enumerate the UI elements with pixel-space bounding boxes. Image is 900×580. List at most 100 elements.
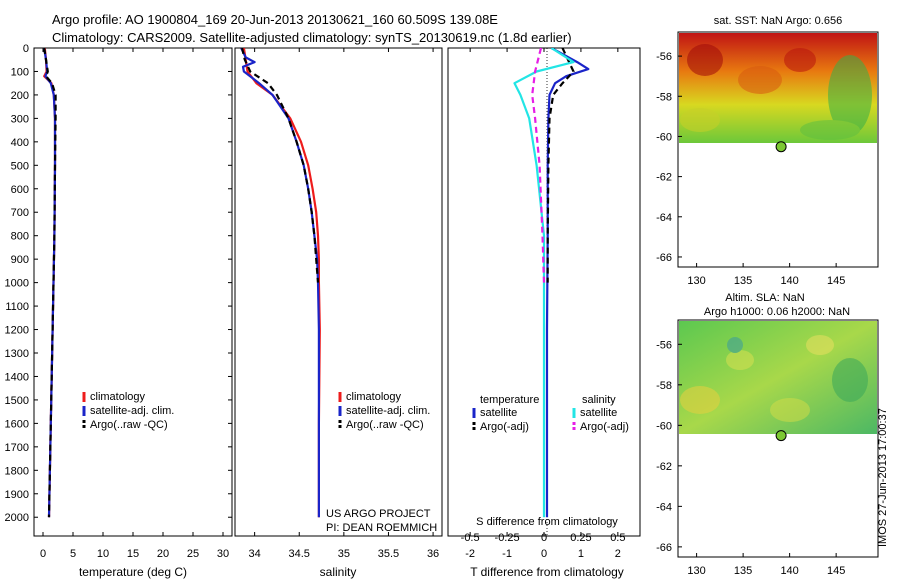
salinity-legend: climatology satellite-adj. clim. Argo(..ra…	[338, 391, 430, 431]
x-tick-label: 0	[541, 548, 547, 560]
sla-map-title-2: Argo h1000: 0.06 h2000: NaN	[704, 306, 850, 318]
temperature-series	[43, 48, 57, 518]
pi-annotation: PI: DEAN ROEMMICH	[326, 522, 437, 534]
map-y-tick-label: -66	[656, 252, 672, 264]
x-tick-label: 15	[127, 548, 139, 560]
s-diff-tick-label: -0.25	[495, 532, 520, 544]
difference-series	[513, 48, 590, 518]
s-diff-tick-label: 0.25	[570, 532, 591, 544]
map-y-tick-label: -58	[656, 91, 672, 103]
map-y-tick-label: -60	[656, 131, 672, 143]
x-tick-label: 30	[217, 548, 229, 560]
legend-group-title: temperature	[480, 394, 539, 406]
depth-tick-label: 1300	[5, 348, 29, 360]
depth-tick-label: 1800	[5, 465, 29, 477]
map-y-tick-label: -64	[656, 212, 672, 224]
x-tick-label: 0	[40, 548, 46, 560]
argo-location-marker	[775, 430, 787, 442]
s-difference-label: S difference from climatology	[476, 516, 618, 528]
sla-texture	[680, 335, 868, 422]
salinity-axes	[234, 47, 443, 537]
depth-tick-label: 1200	[5, 325, 29, 337]
sla-map-panel: Altim. SLA: NaN Argo h1000: 0.06 h2000: …	[656, 292, 879, 577]
depth-tick-label: 800	[11, 231, 29, 243]
temperature-legend: climatology satellite-adj. clim. Argo(..ra…	[82, 391, 174, 431]
depth-tick-label: 900	[11, 254, 29, 266]
diff-line-salinity-argo_s	[531, 48, 546, 283]
map-x-tick-label: 140	[780, 565, 798, 577]
legend-label: Argo(..raw -QC)	[90, 419, 168, 431]
sla-map-ticks: 130 135 140 145 -56 -58 -60 -62 -64 -66	[656, 339, 845, 577]
map-y-tick-label: -62	[656, 461, 672, 473]
depth-tick-label: 1100	[5, 301, 29, 313]
map-y-tick-label: -60	[656, 420, 672, 432]
s-difference-axis: -0.5 -0.25 0 0.25 0.5	[461, 532, 626, 544]
title-line-1: Argo profile: AO 1900804_169 20-Jun-2013…	[52, 12, 498, 27]
map-y-tick-label: -56	[656, 339, 672, 351]
legend-label: climatology	[90, 391, 146, 403]
map-y-tick-label: -66	[656, 542, 672, 554]
legend-label: satellite	[580, 407, 617, 419]
x-tick-label: 35	[338, 548, 350, 560]
difference-x-axis: -2 -1 0 1 2	[465, 48, 621, 560]
diff-line-salinity-satellite_s	[513, 48, 575, 518]
diff-line-temperature-satellite	[545, 48, 590, 518]
depth-tick-label: 0	[23, 43, 29, 55]
legend-label: Argo(..raw -QC)	[346, 419, 424, 431]
x-tick-label: 2	[615, 548, 621, 560]
depth-tick-label: 1900	[5, 489, 29, 501]
x-tick-label: 20	[157, 548, 169, 560]
map-x-tick-label: 130	[687, 565, 705, 577]
series-line-argo	[241, 48, 320, 283]
depth-tick-label: 600	[11, 184, 29, 196]
title-line-2: Climatology: CARS2009. Satellite-adjuste…	[52, 30, 572, 45]
difference-xlabel: T difference from climatology	[470, 565, 624, 579]
x-tick-label: 25	[187, 548, 199, 560]
x-tick-label: -2	[465, 548, 475, 560]
map-y-tick-label: -62	[656, 172, 672, 184]
depth-tick-label: 400	[11, 137, 29, 149]
legend-label: climatology	[346, 391, 402, 403]
map-y-tick-label: -58	[656, 380, 672, 392]
x-tick-label: 10	[97, 548, 109, 560]
x-tick-label: 1	[578, 548, 584, 560]
sst-map-title: sat. SST: NaN Argo: 0.656	[714, 15, 842, 27]
legend-label: satellite-adj. clim.	[90, 405, 174, 417]
depth-tick-label: 1000	[5, 278, 29, 290]
depth-tick-label: 300	[11, 113, 29, 125]
temperature-axes	[33, 47, 233, 537]
map-x-tick-label: 130	[687, 275, 705, 287]
sst-texture	[680, 44, 872, 140]
depth-tick-label: 200	[11, 90, 29, 102]
map-x-tick-label: 135	[734, 275, 752, 287]
legend-label: Argo(-adj)	[580, 421, 629, 433]
argo-location-marker	[775, 141, 787, 153]
project-annotation: US ARGO PROJECT	[326, 508, 431, 520]
x-tick-label: -1	[502, 548, 512, 560]
map-x-tick-label: 145	[827, 275, 845, 287]
x-tick-label: 36	[427, 548, 439, 560]
temperature-panel: 0100200300400500600700800900100011001200…	[5, 43, 640, 579]
x-tick-label: 34	[249, 548, 261, 560]
difference-panel: -2 -1 0 1 2 S difference from climatology -0…	[447, 47, 641, 579]
sst-map-panel: sat. SST: NaN Argo: 0.656 130 135 140 145 -5…	[656, 15, 879, 287]
depth-tick-label: 100	[11, 66, 29, 78]
legend-label: satellite	[480, 407, 517, 419]
salinity-xlabel: salinity	[320, 565, 357, 579]
x-tick-label: 5	[70, 548, 76, 560]
map-y-tick-label: -56	[656, 51, 672, 63]
salinity-panel: 34 34.5 35 35.5 36 salinity climatology satel…	[234, 47, 443, 579]
sla-map-title-1: Altim. SLA: NaN	[725, 292, 805, 304]
legend-group-title: salinity	[582, 394, 616, 406]
s-diff-tick-label: 0	[541, 532, 547, 544]
x-tick-label: 35.5	[378, 548, 399, 560]
legend-label: satellite-adj. clim.	[346, 405, 430, 417]
temperature-x-axis: 0 5 10 15 20 25 30	[40, 48, 229, 560]
difference-legend: temperaturesatelliteArgo(-adj)salinitysa…	[472, 394, 629, 433]
sst-map-ticks: 130 135 140 145 -56 -58 -60 -62 -64 -66	[656, 51, 845, 287]
depth-tick-label: 700	[11, 207, 29, 219]
depth-tick-label: 1500	[5, 395, 29, 407]
depth-tick-label: 1700	[5, 442, 29, 454]
temperature-xlabel: temperature (deg C)	[79, 565, 187, 579]
depth-tick-label: 2000	[5, 512, 29, 524]
